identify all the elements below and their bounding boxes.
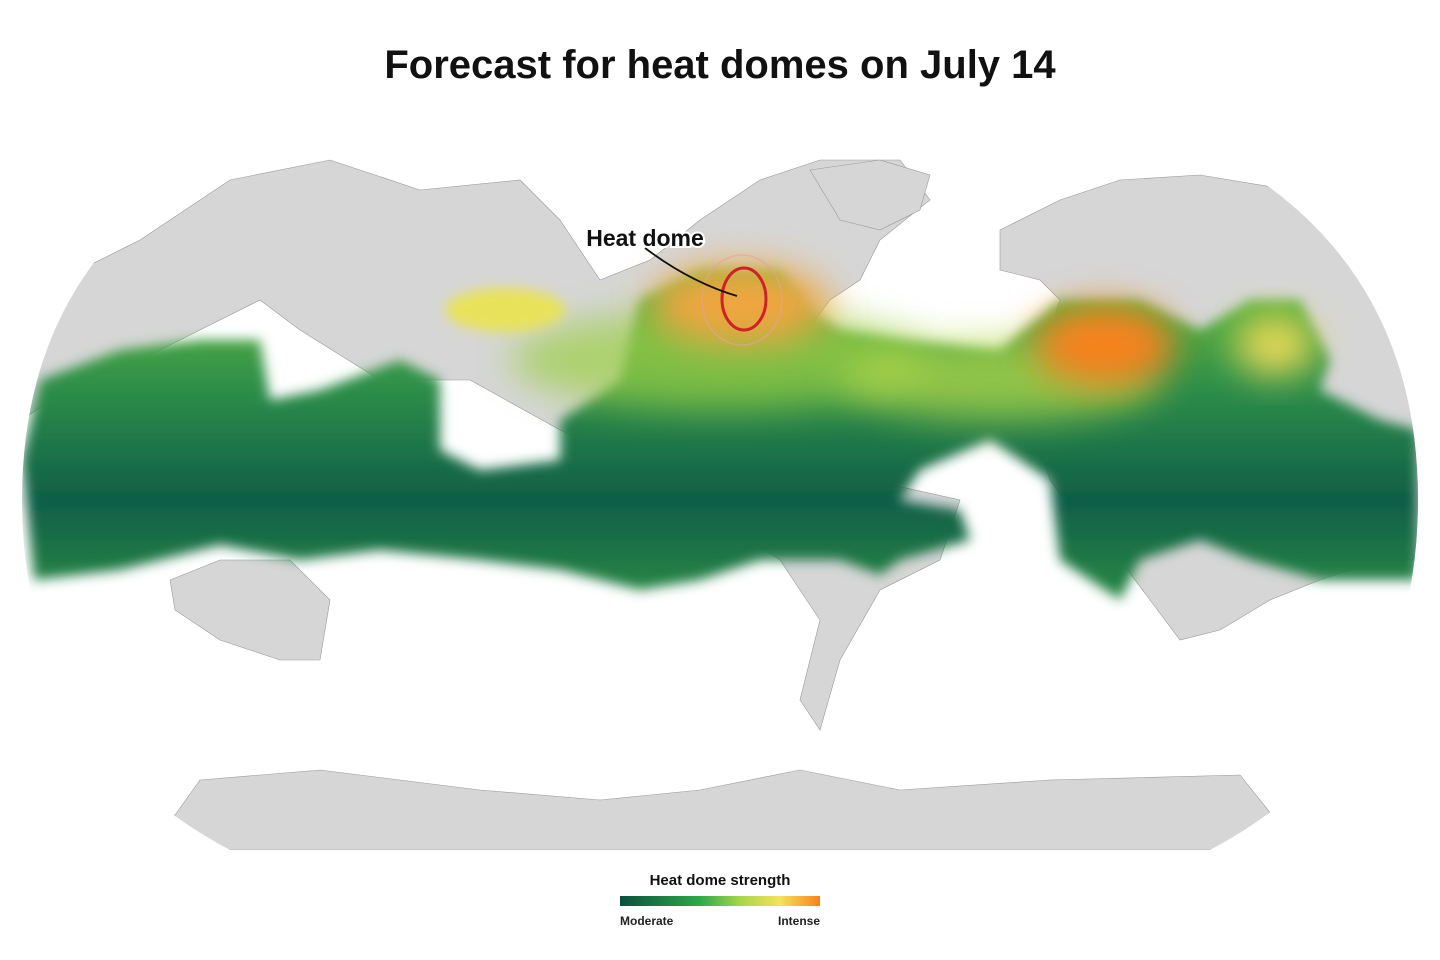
land — [149, 769, 1301, 850]
annotation-line — [644, 247, 738, 297]
annotation-circle — [720, 266, 768, 332]
hot-spot — [445, 288, 565, 332]
land — [169, 559, 331, 661]
hot-spot — [1035, 305, 1175, 385]
legend: Heat dome strength Moderate Intense — [620, 872, 820, 928]
land — [809, 159, 931, 231]
legend-title: Heat dome strength — [650, 872, 791, 889]
hot-spot — [650, 265, 830, 345]
legend-max-label: Intense — [778, 914, 820, 928]
annotation-halo — [701, 254, 783, 346]
annotation-label: Heat dome — [586, 225, 704, 251]
warm-area — [510, 310, 930, 410]
legend-scale — [620, 896, 820, 906]
map-title: Forecast for heat domes on July 14 — [384, 43, 1056, 87]
map — [22, 159, 1418, 850]
legend-min-label: Moderate — [620, 914, 674, 928]
hot-spot — [1235, 315, 1315, 375]
